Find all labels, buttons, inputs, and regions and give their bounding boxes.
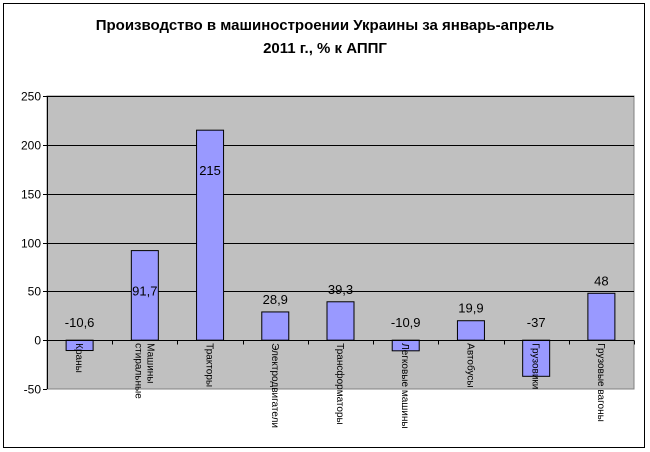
data-label: 28,9 [263,292,288,307]
x-category-label-line: Грузовики [530,343,541,389]
x-category-label: Грузовики [530,343,541,389]
y-tick-label: -50 [24,383,42,397]
y-tick-label: 200 [21,139,41,153]
x-category-label-line: стиральные [132,343,143,399]
x-category-label-line: Автобусы [464,343,476,387]
x-category-label: Трансформаторы [334,343,346,425]
x-category-label-line: Трансформаторы [334,343,346,425]
y-tick-label: 100 [21,237,41,251]
y-tick-label: 150 [21,188,41,202]
bar [130,250,159,341]
x-category-label: Краны [73,343,84,373]
x-category-label: Легковые машины [399,343,410,428]
x-category-label: Тракторы [204,343,215,387]
y-tick-label: 50 [28,285,42,299]
x-category-label: Автобусы [464,343,476,387]
x-category-label-line: Краны [73,343,84,373]
data-label: 39,3 [328,282,353,297]
y-tick-label: 250 [21,90,41,104]
data-label: -37 [527,315,546,330]
bar [326,301,355,341]
x-category-label-line: Тракторы [204,343,215,387]
x-category-label-line: Электродвигатели [269,343,280,428]
bar [261,311,290,341]
data-label: 19,9 [458,301,483,316]
data-label: -10,6 [65,315,95,330]
x-category-label: Машиныстиральные [132,343,155,399]
x-category-label-line: Машины [144,343,155,383]
data-label: 91,7 [132,284,157,299]
y-tick-label: 0 [34,334,41,348]
data-label: -10,9 [391,315,421,330]
x-category-label-line: Грузовые вагоны [595,343,606,422]
bar [456,320,485,341]
x-category-label-line: Легковые машины [399,343,410,428]
chart-title-line-2: 2011 г., % к АППГ [263,40,387,57]
bar [587,292,616,341]
data-label: 48 [594,273,608,288]
x-category-label: Грузовые вагоны [595,343,606,422]
bar [196,129,225,341]
data-label: 215 [199,163,221,178]
x-category-label: Электродвигатели [269,343,280,428]
chart-title-line-1: Производство в машиностроении Украины за… [95,17,555,34]
